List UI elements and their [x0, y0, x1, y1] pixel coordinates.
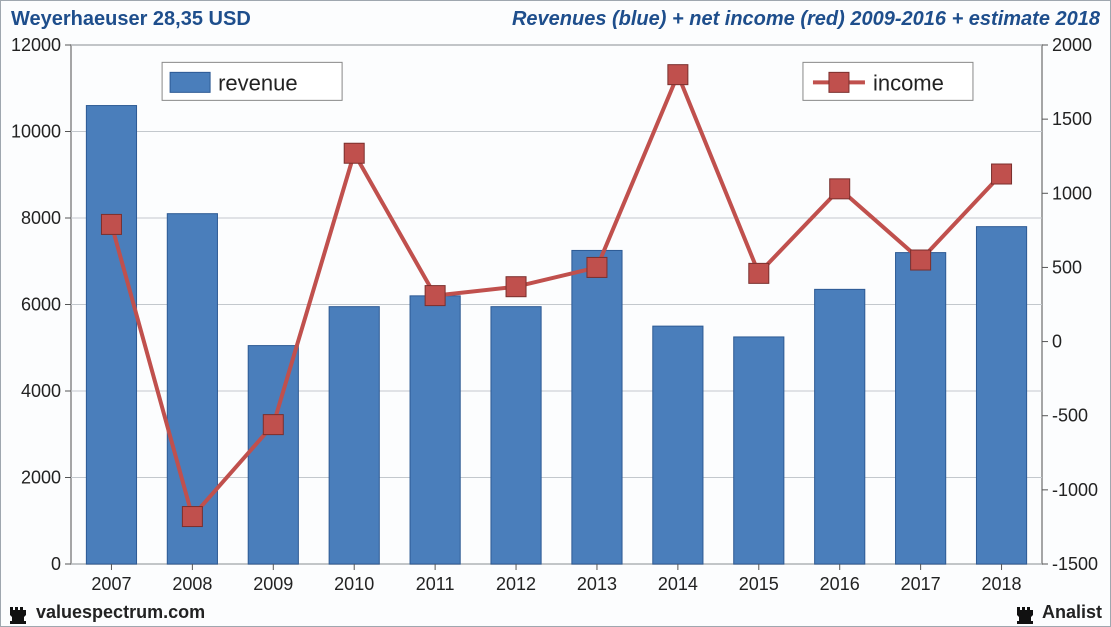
header-title-right: Revenues (blue) + net income (red) 2009-… [512, 8, 1100, 31]
ytick-left: 10000 [11, 122, 61, 142]
legend-label: income [873, 70, 944, 95]
xtick: 2007 [91, 574, 131, 594]
markers-income [101, 65, 1011, 527]
marker [992, 164, 1012, 184]
ytick-left: 4000 [21, 381, 61, 401]
marker [506, 277, 526, 297]
marker [425, 286, 445, 306]
bar [896, 253, 946, 564]
bar [248, 346, 298, 564]
footer-bar: valuespectrum.com Analist [1, 600, 1110, 626]
ytick-right: 2000 [1052, 35, 1092, 55]
footer-left-text: valuespectrum.com [36, 602, 205, 622]
bar [815, 289, 865, 564]
legend-revenue: revenue [162, 62, 342, 100]
x-axis: 2007 2008 2009 2010 2011 2012 2013 2014 2015 2016… [91, 564, 1021, 594]
xtick: 2014 [658, 574, 698, 594]
rook-icon [9, 604, 27, 624]
xtick: 2016 [820, 574, 860, 594]
xtick: 2010 [334, 574, 374, 594]
footer-right: Analist [1016, 602, 1102, 623]
line-income [111, 75, 1001, 517]
rook-icon [1016, 604, 1034, 624]
ytick-right: 500 [1052, 257, 1082, 277]
marker [344, 143, 364, 163]
legend-label: revenue [218, 70, 298, 95]
footer-right-text: Analist [1042, 602, 1102, 622]
header-bar: Weyerhaeuser 28,35 USD Revenues (blue) +… [1, 1, 1110, 31]
chart-card: Weyerhaeuser 28,35 USD Revenues (blue) +… [0, 0, 1111, 627]
bar [329, 307, 379, 564]
marker [182, 507, 202, 527]
ytick-left: 2000 [21, 468, 61, 488]
bar [410, 296, 460, 564]
chart-area: 020004000600080001000012000-1500-1000-50… [7, 33, 1104, 598]
xtick: 2008 [172, 574, 212, 594]
marker [263, 415, 283, 435]
xtick: 2018 [982, 574, 1022, 594]
marker [830, 179, 850, 199]
xtick: 2017 [901, 574, 941, 594]
ytick-left: 0 [51, 554, 61, 574]
footer-left: valuespectrum.com [9, 602, 205, 623]
marker [587, 257, 607, 277]
bar [572, 250, 622, 564]
bar [86, 106, 136, 564]
bar [491, 307, 541, 564]
ytick-right: 1000 [1052, 183, 1092, 203]
bars-revenue [86, 106, 1026, 564]
xtick: 2013 [577, 574, 617, 594]
y-axis-left: 0 2000 4000 6000 8000 10000 12000 [11, 35, 71, 574]
ytick-left: 6000 [21, 295, 61, 315]
marker [668, 65, 688, 85]
ytick-right: -1500 [1052, 554, 1098, 574]
y-axis-right: -1500 -1000 -500 0 500 1000 1500 2000 [1042, 35, 1098, 574]
legend-income: income [803, 62, 973, 100]
xtick: 2011 [416, 574, 455, 594]
ytick-right: 1500 [1052, 109, 1092, 129]
xtick: 2009 [253, 574, 293, 594]
xtick: 2012 [496, 574, 536, 594]
bar [734, 337, 784, 564]
bar [976, 227, 1026, 564]
ytick-left: 12000 [11, 35, 61, 55]
bar [653, 326, 703, 564]
chart-svg: 020004000600080001000012000-1500-1000-50… [7, 33, 1106, 600]
ytick-left: 8000 [21, 208, 61, 228]
header-title-left: Weyerhaeuser 28,35 USD [11, 8, 251, 31]
ytick-right: 0 [1052, 332, 1062, 352]
marker [101, 214, 121, 234]
ytick-right: -1000 [1052, 480, 1098, 500]
marker [749, 263, 769, 283]
ytick-right: -500 [1052, 406, 1088, 426]
xtick: 2015 [739, 574, 779, 594]
marker [911, 250, 931, 270]
